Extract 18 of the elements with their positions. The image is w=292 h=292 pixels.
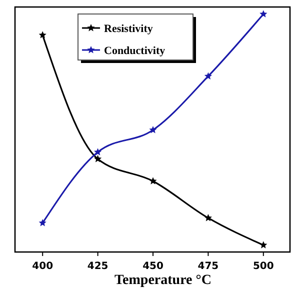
x-tick-label: 400 bbox=[32, 261, 54, 272]
point bbox=[94, 148, 102, 156]
point bbox=[204, 72, 212, 80]
point bbox=[260, 241, 268, 248]
x-axis-title: Temperature °C bbox=[114, 273, 212, 288]
x-tick-label: 475 bbox=[198, 261, 219, 272]
point bbox=[260, 10, 268, 18]
point bbox=[94, 154, 102, 162]
legend-label: Resistivity bbox=[104, 23, 154, 35]
x-tick-label: 450 bbox=[142, 261, 164, 272]
point bbox=[149, 177, 157, 184]
point bbox=[204, 214, 212, 222]
x-tick-label: 500 bbox=[252, 261, 274, 272]
point bbox=[38, 31, 46, 38]
x-tick-label: 425 bbox=[87, 261, 108, 272]
point bbox=[38, 218, 46, 226]
legend-label: Conductivity bbox=[104, 45, 166, 57]
point bbox=[149, 126, 157, 134]
